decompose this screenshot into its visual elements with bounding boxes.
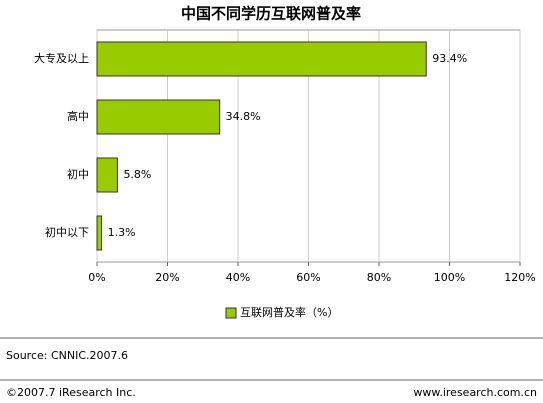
x-tick-label: 40%	[226, 271, 250, 284]
source: Source: CNNIC.2007.6	[6, 349, 128, 362]
x-tick-label: 80%	[367, 271, 391, 284]
y-tick-label: 高中	[67, 109, 89, 123]
legend-swatch	[225, 307, 237, 319]
legend-label: 互联网普及率（%）	[240, 305, 338, 319]
bar	[96, 99, 221, 135]
y-tick-label: 大专及以上	[34, 51, 89, 65]
footer-left: ©2007.7 iResearch Inc.	[6, 386, 136, 399]
chart-title: 中国不同学历互联网普及率	[181, 5, 361, 23]
value-label: 93.4%	[432, 52, 467, 65]
x-tick-label: 60%	[296, 271, 320, 284]
footer-right: www.iresearch.com.cn	[413, 386, 537, 399]
value-label: 34.8%	[226, 110, 261, 123]
value-label: 1.3%	[108, 226, 136, 239]
bar	[96, 41, 427, 77]
x-tick-label: 120%	[504, 271, 535, 284]
x-tick-label: 0%	[88, 271, 105, 284]
x-tick-label: 100%	[434, 271, 465, 284]
value-label: 5.8%	[123, 168, 151, 181]
y-tick-label: 初中	[67, 167, 89, 181]
bar	[96, 157, 118, 193]
y-tick-label: 初中以下	[45, 225, 89, 239]
x-tick-label: 20%	[155, 271, 179, 284]
bar	[96, 215, 103, 251]
